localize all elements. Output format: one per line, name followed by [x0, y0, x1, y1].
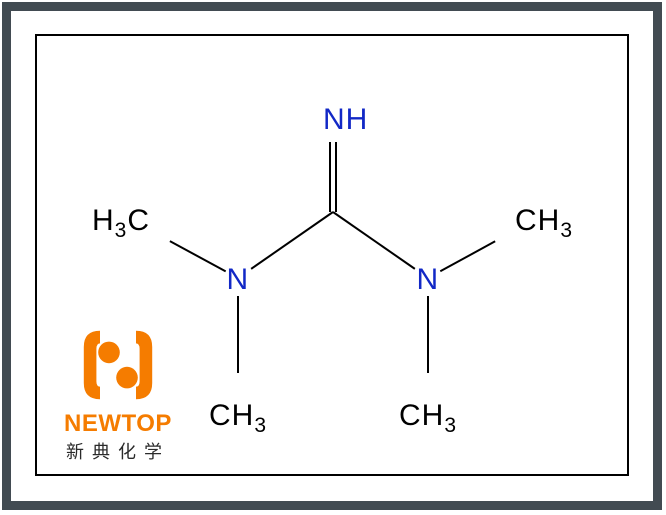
atom-label-ch3BL: CH3	[209, 399, 267, 433]
brand-logo: NEWTOP 新典化学	[48, 320, 188, 464]
brand-cn-text: 新典化学	[48, 438, 188, 464]
atom-label-ch3BR: CH3	[399, 399, 457, 433]
atom-label-h3cL: H3C	[92, 204, 150, 238]
atom-label-nL: N	[227, 263, 250, 297]
atom-label-nh: NH	[323, 103, 368, 137]
atom-label-ch3R: CH3	[515, 204, 573, 238]
brand-wordmark: NEWTOP	[48, 410, 188, 438]
atom-label-nR: N	[417, 263, 440, 297]
brand-mark	[73, 320, 163, 410]
